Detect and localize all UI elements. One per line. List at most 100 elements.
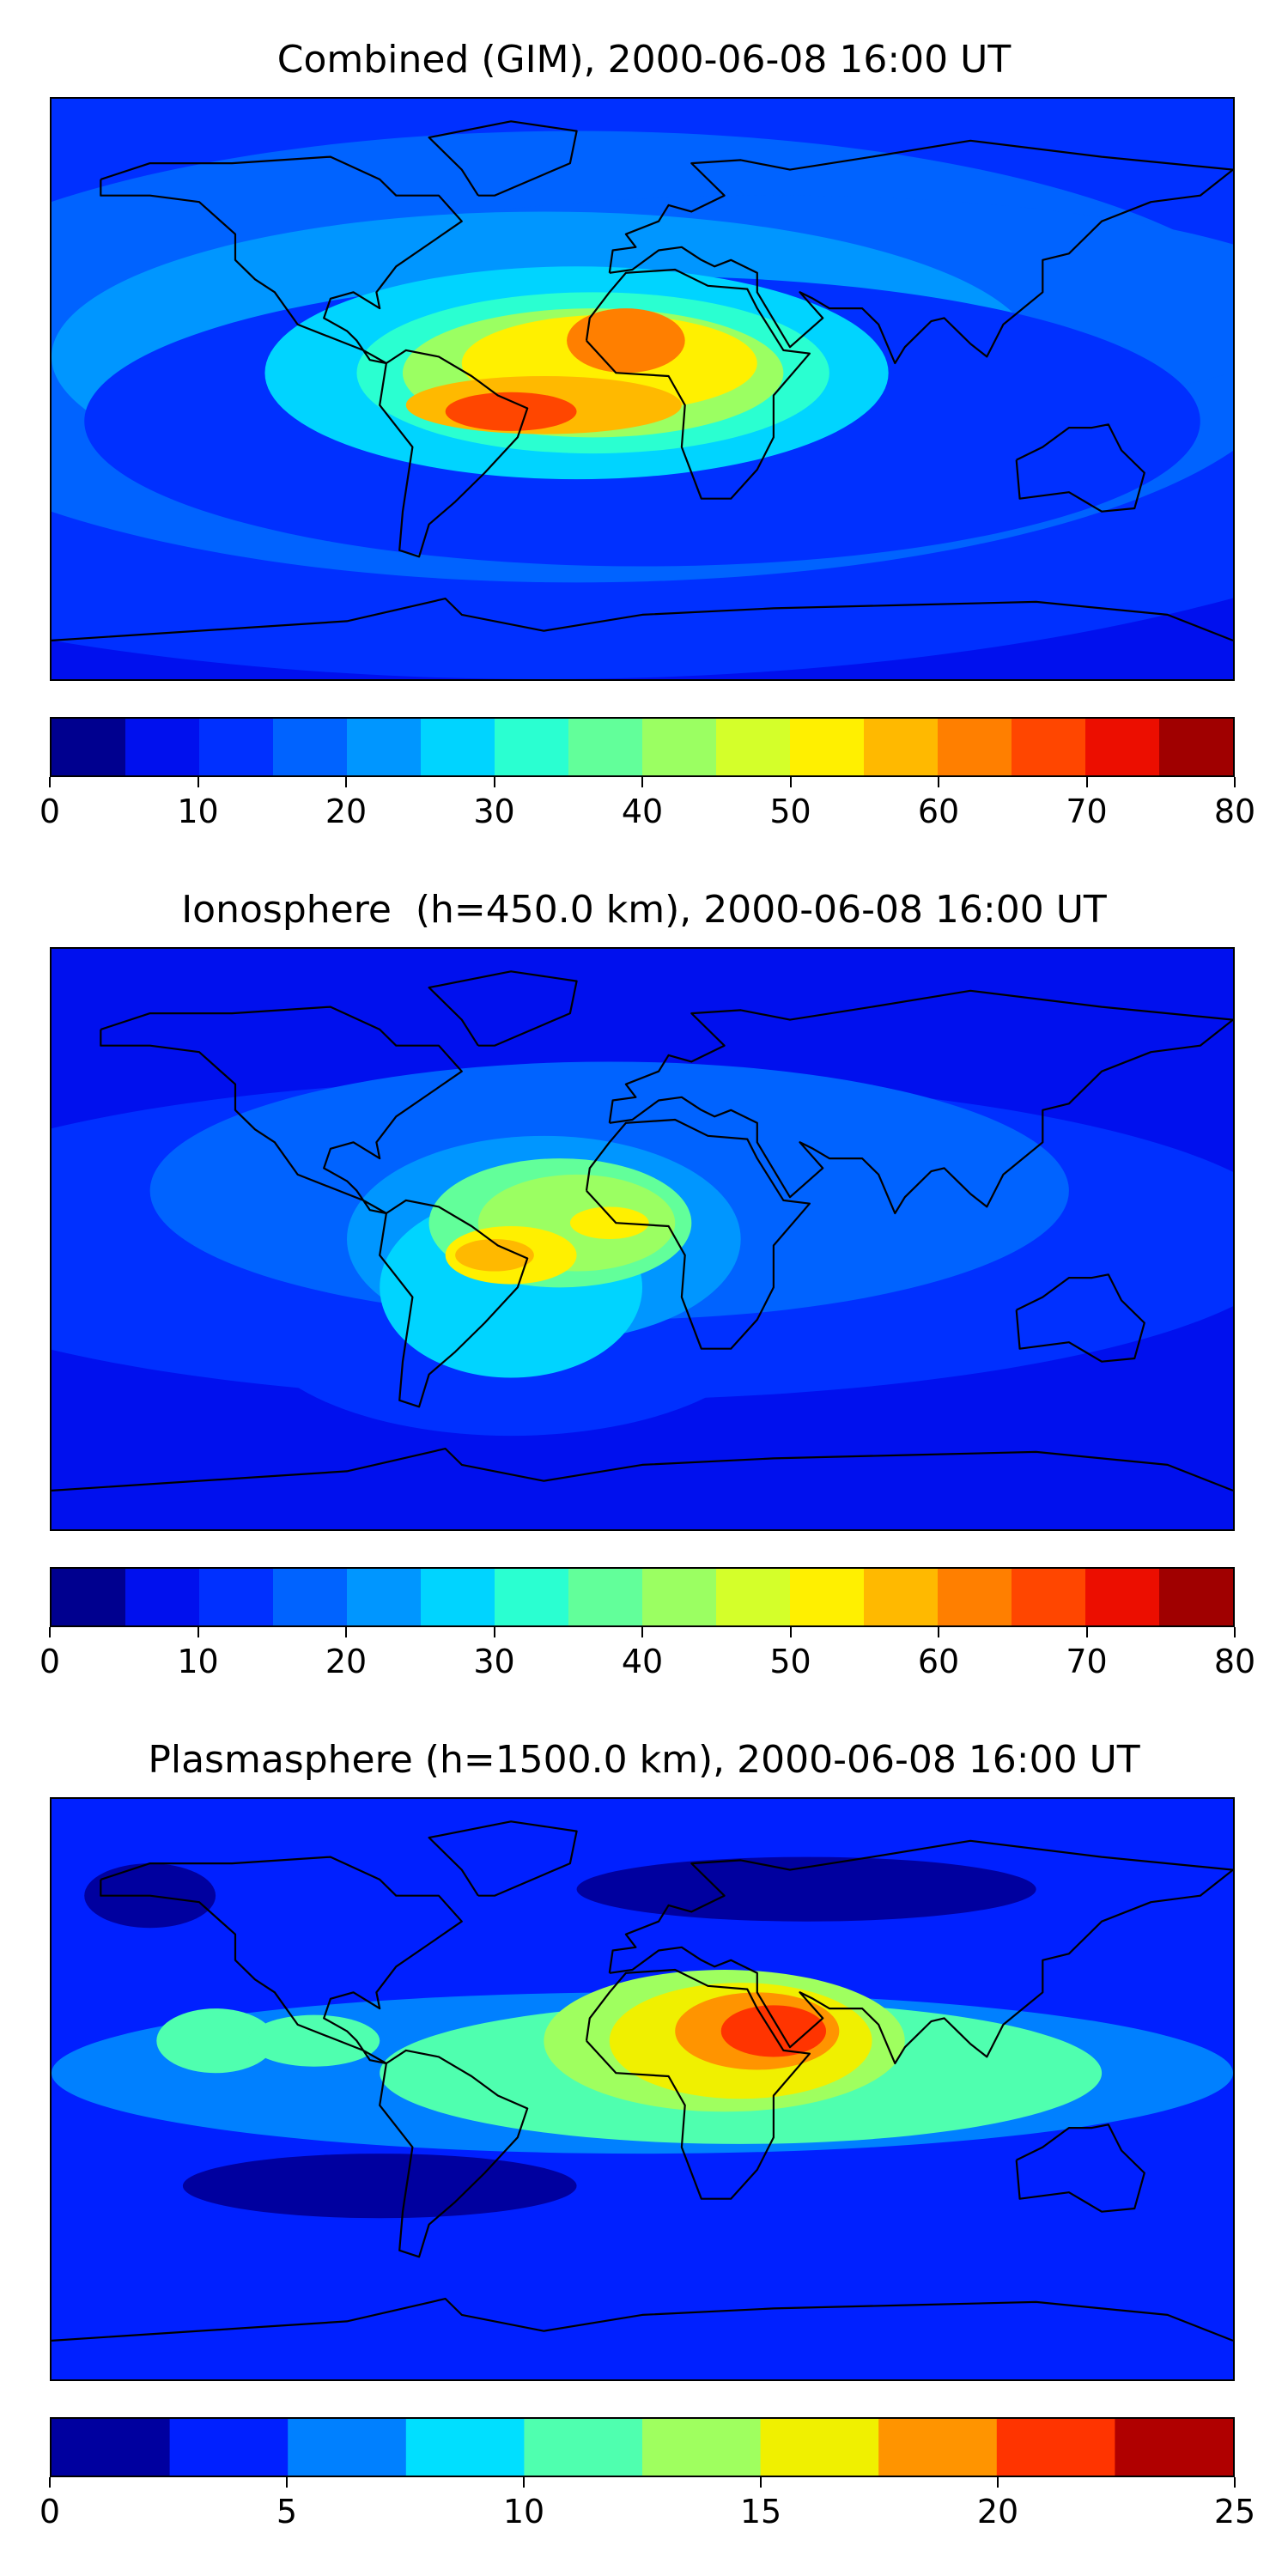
coastline xyxy=(585,1118,811,1350)
colorbar-swatch xyxy=(938,1569,1012,1625)
plasmasphere-map xyxy=(50,1797,1235,2381)
colorbar-swatch xyxy=(169,2419,289,2476)
colorbar-swatch xyxy=(405,2419,525,2476)
colorbar-swatch xyxy=(1159,719,1233,775)
colorbar-swatch xyxy=(716,1569,791,1625)
coastline xyxy=(1015,2123,1145,2213)
coastline xyxy=(608,139,1233,365)
colorbar-swatch xyxy=(1085,1569,1160,1625)
colorbar-tick xyxy=(49,2477,51,2488)
colorbar-swatch xyxy=(421,719,495,775)
contour-band xyxy=(567,308,685,374)
colorbar-tick-label: 25 xyxy=(1213,2493,1256,2530)
colorbar-swatch xyxy=(125,1569,200,1625)
coastline xyxy=(52,1448,1233,1492)
colorbar-swatch xyxy=(1159,1569,1233,1625)
colorbar-tick-label: 70 xyxy=(1066,1643,1108,1680)
colorbar-tick xyxy=(641,1627,643,1637)
colorbar-tick xyxy=(1234,777,1236,787)
coastline xyxy=(608,989,1233,1215)
contour-band xyxy=(445,392,577,431)
colorbar-tick xyxy=(938,1627,939,1637)
combined-colorbar xyxy=(50,717,1235,777)
colorbar-tick xyxy=(493,777,495,787)
coastline xyxy=(52,598,1233,641)
colorbar-swatch xyxy=(864,719,939,775)
colorbar-tick-label: 15 xyxy=(739,2493,782,2530)
colorbar-tick xyxy=(1085,1627,1088,1637)
coastline xyxy=(428,120,578,197)
colorbar-tick-label: 30 xyxy=(473,1643,515,1680)
contour-band xyxy=(720,2005,827,2057)
colorbar-tick-label: 5 xyxy=(276,2493,298,2530)
colorbar-tick-label: 10 xyxy=(177,793,219,830)
coastline xyxy=(379,349,529,558)
plasmasphere-contour-plot xyxy=(52,1799,1233,2379)
colorbar-tick xyxy=(286,2477,288,2488)
ionosphere-map xyxy=(50,947,1235,1531)
colorbar-tick xyxy=(345,1627,347,1637)
coastline xyxy=(585,1968,811,2200)
colorbar-swatch xyxy=(1012,1569,1086,1625)
colorbar-tick xyxy=(523,2477,525,2488)
colorbar-tick xyxy=(49,1627,51,1637)
colorbar-tick-label: 0 xyxy=(39,793,61,830)
colorbar-tick-label: 10 xyxy=(177,1643,219,1680)
colorbar-tick-label: 80 xyxy=(1213,1643,1256,1680)
contour-band xyxy=(455,1239,534,1272)
colorbar-tick xyxy=(938,777,939,787)
colorbar-swatch xyxy=(52,2419,171,2476)
colorbar-tick xyxy=(789,1627,792,1637)
combined-contour-plot xyxy=(52,99,1233,679)
contour-band xyxy=(182,2154,577,2219)
colorbar-swatch xyxy=(864,1569,939,1625)
colorbar-tick-label: 20 xyxy=(325,793,368,830)
colorbar-tick-label: 60 xyxy=(917,793,960,830)
colorbar-swatch xyxy=(199,1569,274,1625)
colorbar-tick xyxy=(345,777,347,787)
combined-title: Combined (GIM), 2000-06-08 16:00 UT xyxy=(276,38,1012,82)
colorbar-swatch xyxy=(938,719,1012,775)
coastline xyxy=(52,2298,1233,2342)
colorbar-swatch xyxy=(52,1569,126,1625)
colorbar-swatch xyxy=(568,719,643,775)
colorbar-tick-label: 0 xyxy=(39,1643,61,1680)
colorbar-tick xyxy=(760,2477,762,2488)
colorbar-tick xyxy=(49,777,51,787)
coastline xyxy=(608,1839,1233,2065)
colorbar-tick-label: 20 xyxy=(325,1643,368,1680)
colorbar-swatch xyxy=(790,719,865,775)
coastline xyxy=(100,1856,463,2065)
plasmasphere-colorbar-swatches xyxy=(52,2419,1233,2476)
colorbar-swatch xyxy=(642,719,717,775)
colorbar-tick-label: 80 xyxy=(1213,793,1256,830)
coastline xyxy=(379,1199,529,1408)
colorbar-swatch xyxy=(642,1569,717,1625)
coastline xyxy=(379,2049,529,2258)
colorbar-swatch xyxy=(495,1569,569,1625)
colorbar-tick-label: 40 xyxy=(621,1643,664,1680)
colorbar-swatch xyxy=(52,719,126,775)
colorbar-swatch xyxy=(347,719,422,775)
colorbar-tick xyxy=(1234,1627,1236,1637)
colorbar-swatch xyxy=(524,2419,643,2476)
ionosphere-colorbar-swatches xyxy=(52,1569,1233,1625)
colorbar-swatch xyxy=(199,719,274,775)
colorbar-tick-label: 50 xyxy=(769,1643,811,1680)
colorbar-swatch xyxy=(125,719,200,775)
coastline xyxy=(100,155,463,365)
colorbar-swatch xyxy=(568,1569,643,1625)
colorbar-swatch xyxy=(760,2419,879,2476)
colorbar-tick xyxy=(1085,777,1088,787)
colorbar-swatch xyxy=(1012,719,1086,775)
colorbar-tick xyxy=(997,2477,999,2488)
colorbar-swatch xyxy=(642,2419,762,2476)
colorbar-swatch xyxy=(495,719,569,775)
colorbar-tick xyxy=(197,777,199,787)
colorbar-tick-label: 20 xyxy=(976,2493,1019,2530)
colorbar-swatch xyxy=(790,1569,865,1625)
colorbar-tick xyxy=(641,777,643,787)
colorbar-tick xyxy=(493,1627,495,1637)
contour-band xyxy=(248,2014,380,2067)
colorbar-swatch xyxy=(1115,2419,1233,2476)
